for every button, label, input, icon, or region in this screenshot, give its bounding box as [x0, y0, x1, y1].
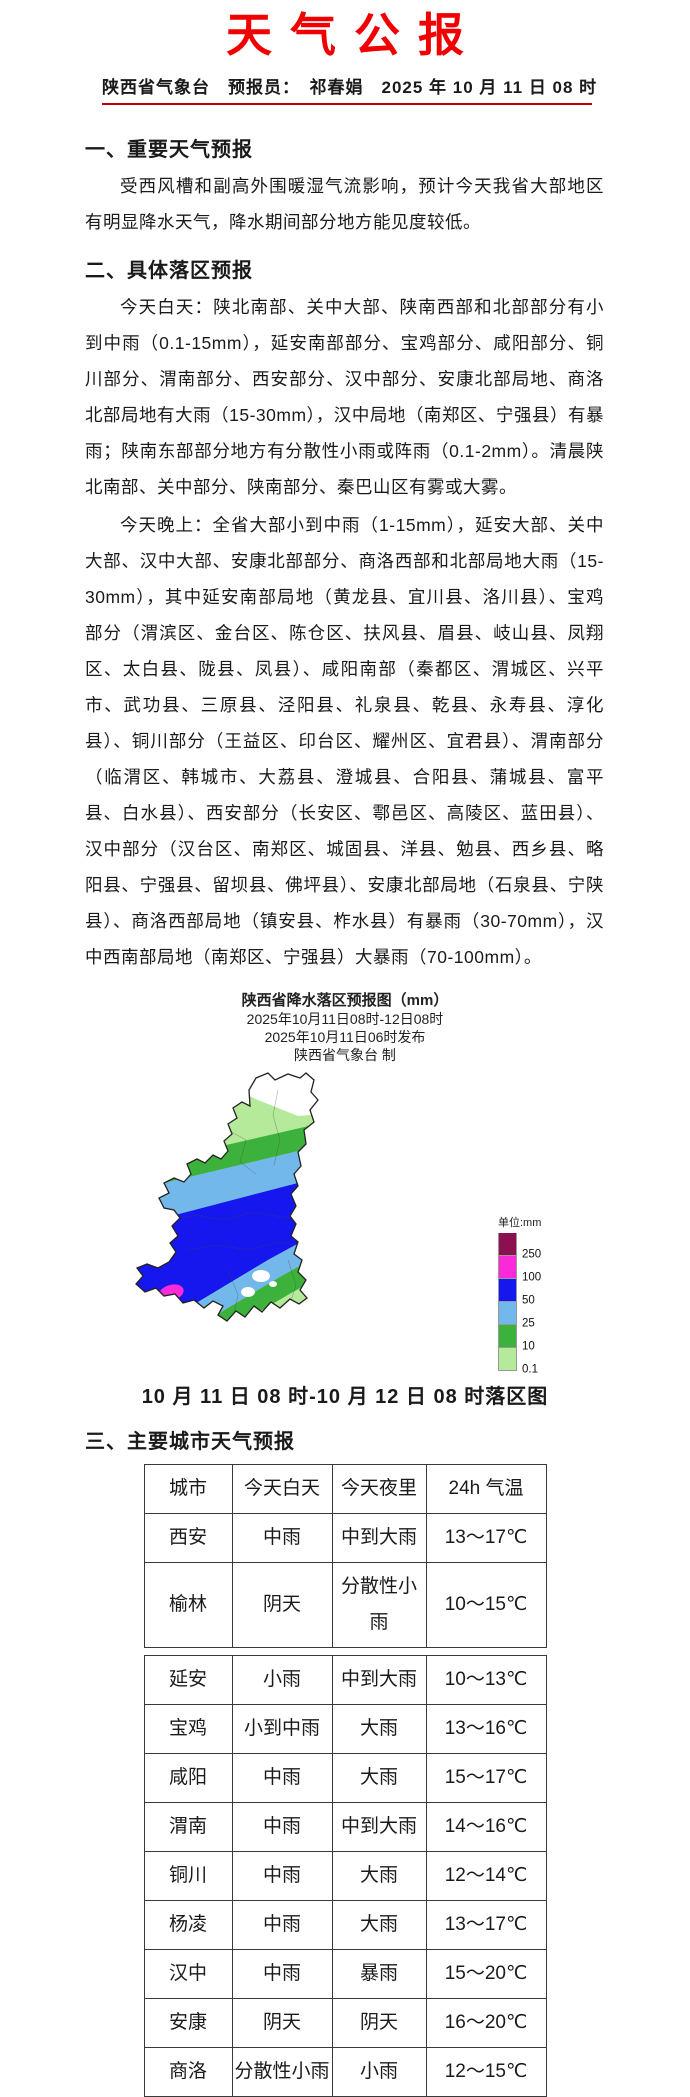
temp-cell: 13～16℃	[425, 1704, 547, 1755]
table-row: 铜川 中雨 大雨 12～14℃	[143, 1851, 547, 1902]
map-period-line: 2025年10月11日08时-12日08时	[246, 1011, 444, 1028]
table-row: 商洛 分散性小雨 小雨 12～15℃	[143, 2047, 547, 2097]
night-weather-cell: 小雨	[331, 2047, 427, 2097]
legend-label-0p1: 0.1	[522, 1363, 538, 1376]
dry-hole-1	[252, 1270, 270, 1283]
day-weather-cell: 中雨	[231, 1513, 333, 1564]
map-issue-line: 2025年10月11日06时发布	[264, 1029, 426, 1046]
day-weather-cell: 小到中雨	[231, 1704, 333, 1755]
legend-seg-50: 50	[498, 1279, 535, 1307]
table-row: 宝鸡 小到中雨 大雨 13～16℃	[143, 1704, 547, 1755]
section2-paragraph-day: 今天白天：陕北南部、关中大部、陕南西部和北部部分有小到中雨（0.1-15mm），…	[85, 297, 604, 498]
night-weather-cell: 大雨	[331, 1851, 427, 1902]
province-outline	[135, 1072, 319, 1323]
table-row: 杨凌 中雨 大雨 13～17℃	[143, 1900, 547, 1951]
table-row: 渭南 中雨 中到大雨 14～16℃	[143, 1802, 547, 1853]
day-weather-cell: 分散性小雨	[231, 2047, 333, 2097]
band-no-rain-north	[223, 1073, 318, 1117]
legend-label-10: 10	[522, 1340, 535, 1353]
table-row: 延安 小雨 中到大雨 10～13℃	[143, 1655, 547, 1706]
section1-heading: 一、重要天气预报	[85, 139, 253, 162]
header-today-night: 今天夜里	[331, 1464, 427, 1515]
temp-cell: 12～14℃	[425, 1851, 547, 1902]
city-forecast-table-block1: 城市 今天白天 今天夜里 24h 气温 西安 中雨 中到大雨 13～17℃ 榆林…	[143, 1464, 547, 1649]
city-cell: 延安	[143, 1655, 233, 1706]
night-weather-cell: 大雨	[331, 1753, 427, 1804]
temp-cell: 15～17℃	[425, 1753, 547, 1804]
city-cell: 咸阳	[143, 1753, 233, 1804]
night-weather-cell: 大雨	[331, 1900, 427, 1951]
city-cell: 安康	[143, 1998, 233, 2049]
county-boundaries	[167, 1090, 318, 1319]
table-row: 咸阳 中雨 大雨 15～17℃	[143, 1753, 547, 1804]
day-weather-cell: 中雨	[231, 1949, 333, 2000]
table-header-row: 城市 今天白天 今天夜里 24h 气温	[143, 1464, 547, 1515]
legend-seg-100: 100	[498, 1256, 541, 1284]
day-weather-cell: 中雨	[231, 1753, 333, 1804]
shaanxi-precipitation-map	[135, 1072, 319, 1323]
map-caption: 10 月 11 日 08 时-10 月 12 日 08 时落区图	[141, 1386, 549, 1409]
temp-cell: 12～15℃	[425, 2047, 547, 2097]
night-weather-cell: 中到大雨	[331, 1655, 427, 1706]
day-weather-cell: 中雨	[231, 1802, 333, 1853]
legend-seg-0p1: 0.1	[498, 1348, 538, 1376]
city-cell: 汉中	[143, 1949, 233, 2000]
bulletin-body: 一、重要天气预报 受西风槽和副高外围暖湿气流影响，预计今天我省大部地区有明显降水…	[0, 105, 690, 975]
dry-hole-2	[241, 1287, 255, 1298]
header-city: 城市	[143, 1464, 233, 1515]
night-weather-cell: 阴天	[331, 1998, 427, 2049]
table-row: 汉中 中雨 暴雨 15～20℃	[143, 1949, 547, 2000]
legend-label-250: 250	[522, 1248, 542, 1261]
header-24h-temp: 24h 气温	[425, 1464, 547, 1515]
legend-seg-250: 250	[498, 1233, 541, 1261]
table-row: 榆林 阴天 分散性小雨 10～15℃	[143, 1562, 547, 1649]
legend-label-50: 50	[522, 1294, 535, 1307]
dry-hole-3	[269, 1281, 277, 1288]
section3-heading: 三、主要城市天气预报	[85, 1431, 295, 1454]
section1-paragraph: 受西风槽和副高外围暖湿气流影响，预计今天我省大部地区有明显降水天气，降水期间部分…	[85, 176, 604, 233]
temp-cell: 16～20℃	[425, 1998, 547, 2049]
header-today-day: 今天白天	[231, 1464, 333, 1515]
temp-cell: 13～17℃	[425, 1513, 547, 1564]
city-cell: 宝鸡	[143, 1704, 233, 1755]
city-cell: 杨凌	[143, 1900, 233, 1951]
temp-cell: 15～20℃	[425, 1949, 547, 2000]
night-weather-cell: 大雨	[331, 1704, 427, 1755]
city-cell: 渭南	[143, 1802, 233, 1853]
bulletin-meta-line: 陕西省气象台 预报员： 祁春娟 2025 年 10 月 11 日 08 时	[102, 73, 596, 106]
city-forecast-table-block2: 延安 小雨 中到大雨 10～13℃ 宝鸡 小到中雨 大雨 13～16℃ 咸阳 中…	[143, 1655, 547, 2097]
city-cell: 商洛	[143, 2047, 233, 2097]
map-maker-line: 陕西省气象台 制	[294, 1047, 396, 1064]
map-legend: 单位:mm 250 100 50 25 10 0.1	[498, 1214, 578, 1376]
night-weather-cell: 中到大雨	[331, 1513, 427, 1564]
night-weather-cell: 暴雨	[331, 1949, 427, 2000]
city-cell: 榆林	[143, 1562, 233, 1649]
day-weather-cell: 小雨	[231, 1655, 333, 1706]
day-weather-cell: 阴天	[231, 1998, 333, 2049]
legend-seg-10: 10	[498, 1325, 535, 1353]
temp-cell: 14～16℃	[425, 1802, 547, 1853]
city-cell: 西安	[143, 1513, 233, 1564]
night-weather-cell: 中到大雨	[331, 1802, 427, 1853]
city-cell: 铜川	[143, 1851, 233, 1902]
map-title: 陕西省降水落区预报图（mm）	[241, 992, 449, 1010]
table-row: 西安 中雨 中到大雨 13～17℃	[143, 1513, 547, 1564]
day-weather-cell: 阴天	[231, 1562, 333, 1649]
night-weather-cell: 分散性小雨	[331, 1562, 427, 1649]
legend-seg-25: 25	[498, 1302, 535, 1330]
section2-paragraph-night: 今天晚上：全省大部小到中雨（1-15mm），延安大部、关中大部、汉中大部、安康北…	[85, 515, 604, 968]
precipitation-map-block: 陕西省降水落区预报图（mm） 2025年10月11日08时-12日08时 202…	[0, 991, 690, 1409]
map-canvas: 单位:mm 250 100 50 25 10 0.1	[110, 1070, 580, 1376]
day-weather-cell: 中雨	[231, 1900, 333, 1951]
temp-cell: 10～15℃	[425, 1562, 547, 1649]
day-weather-cell: 中雨	[231, 1851, 333, 1902]
legend-unit-label: 单位:mm	[498, 1217, 542, 1230]
temp-cell: 10～13℃	[425, 1655, 547, 1706]
legend-label-100: 100	[522, 1271, 542, 1284]
page-title: 天气公报	[226, 9, 482, 61]
temp-cell: 13～17℃	[425, 1900, 547, 1951]
table-row: 安康 阴天 阴天 16～20℃	[143, 1998, 547, 2049]
legend-label-25: 25	[522, 1317, 535, 1330]
section2-heading: 二、具体落区预报	[85, 260, 253, 283]
